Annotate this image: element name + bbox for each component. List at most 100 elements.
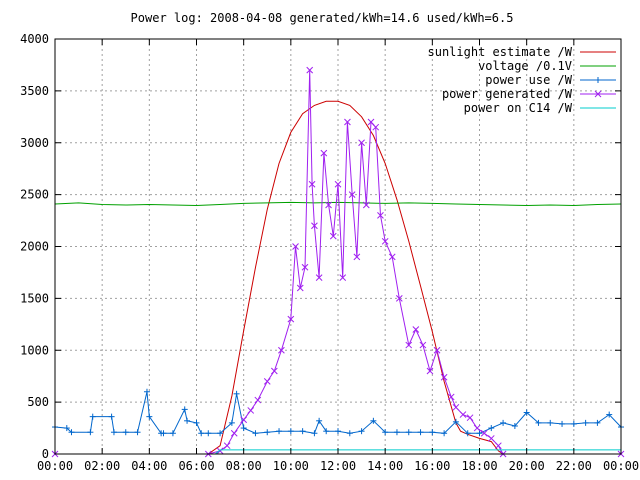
data-point-power-use-w <box>441 430 448 437</box>
data-point-power-use-w <box>511 422 518 429</box>
data-point-power-use-w <box>122 429 129 436</box>
data-point-power-generated-w <box>216 447 224 455</box>
data-point-power-generated-w <box>278 346 285 354</box>
axis-ticks: 0 500 1000 1500 2000 2500 3000 3500 4000 00:00 02:… <box>20 32 639 473</box>
x-tick-label: 00:00 <box>603 459 639 473</box>
data-point-power-use-w <box>570 420 577 427</box>
data-point-power-generated-w <box>381 237 389 245</box>
chart-title: Power log: 2008-04-08 generated/kWh=14.6… <box>131 11 514 25</box>
data-point-power-use-w <box>63 425 70 432</box>
data-point-power-generated-w <box>480 429 488 437</box>
data-point-power-use-w <box>143 388 150 395</box>
data-point-power-use-w <box>240 425 247 432</box>
data-point-power-generated-w <box>270 367 278 375</box>
data-point-power-generated-w <box>372 123 380 131</box>
data-point-power-use-w <box>233 390 240 397</box>
data-point-power-use-w <box>146 413 153 420</box>
data-point-power-use-w <box>582 419 589 426</box>
data-point-power-use-w <box>276 428 283 435</box>
legend-label: sunlight estimate /W <box>428 45 573 59</box>
data-point-power-generated-w <box>263 378 271 385</box>
data-point-power-generated-w <box>320 149 328 157</box>
series-line-power-use-w <box>54 391 622 434</box>
data-point-power-use-w <box>559 420 566 427</box>
data-point-power-use-w <box>311 430 318 437</box>
data-point-power-use-w <box>198 430 205 437</box>
data-point-power-generated-w <box>358 139 365 147</box>
series-voltage-0-1v <box>54 201 622 207</box>
data-point-power-generated-w <box>348 191 356 198</box>
data-point-power-generated-w <box>419 341 427 349</box>
data-point-power-generated-w <box>487 435 495 442</box>
data-point-power-generated-w <box>395 295 403 302</box>
x-tick-label: 06:00 <box>178 459 214 473</box>
data-point-power-generated-w <box>495 442 502 450</box>
data-point-power-generated-w <box>240 416 248 424</box>
y-tick-label: 500 <box>27 395 49 409</box>
data-point-power-generated-w <box>447 393 455 401</box>
data-point-power-use-w <box>89 413 96 420</box>
data-point-power-generated-w <box>452 403 460 411</box>
data-point-power-generated-w <box>426 367 434 375</box>
data-point-power-generated-w <box>344 118 351 126</box>
y-tick-label: 2000 <box>20 240 49 254</box>
data-point-power-use-w <box>476 430 483 437</box>
x-tick-label: 18:00 <box>461 459 497 473</box>
x-tick-label: 14:00 <box>367 459 403 473</box>
data-point-power-use-w <box>205 430 212 437</box>
data-point-power-use-w <box>108 413 115 420</box>
data-point-power-generated-w <box>315 274 323 281</box>
data-point-power-use-w <box>299 428 306 435</box>
data-point-power-use-w <box>184 417 191 424</box>
data-point-power-generated-w <box>362 201 370 209</box>
data-point-power-use-w <box>382 429 389 436</box>
data-point-power-use-w <box>160 430 167 437</box>
data-point-power-use-w <box>252 430 259 437</box>
data-point-power-use-w <box>228 419 235 426</box>
data-point-power-generated-w <box>223 442 231 450</box>
data-point-power-use-w <box>287 428 294 435</box>
data-point-power-generated-w <box>377 212 384 219</box>
x-tick-label: 22:00 <box>556 459 592 473</box>
data-point-power-generated-w <box>311 222 318 230</box>
series-line-power-generated-w <box>55 70 621 455</box>
data-point-power-use-w <box>523 409 530 416</box>
data-point-power-use-w <box>535 419 542 426</box>
x-tick-label: 12:00 <box>320 459 356 473</box>
data-point-power-generated-w <box>440 373 448 381</box>
x-tick-label: 02:00 <box>84 459 120 473</box>
data-point-power-use-w <box>594 419 601 426</box>
data-point-power-generated-w <box>308 180 316 188</box>
data-point-power-use-w <box>110 429 117 436</box>
data-point-power-generated-w <box>412 326 420 333</box>
data-point-power-use-w <box>393 429 400 436</box>
data-point-power-generated-w <box>466 414 474 422</box>
data-point-power-use-w <box>500 419 507 426</box>
data-point-power-use-w <box>429 429 436 436</box>
data-point-power-use-w <box>169 430 176 437</box>
data-point-power-generated-w <box>339 274 347 281</box>
data-point-power-use-w <box>358 428 365 435</box>
y-tick-label: 3500 <box>20 84 49 98</box>
data-point-power-use-w <box>316 417 323 424</box>
legend-label: power use /W <box>485 73 572 87</box>
data-point-power-use-w <box>134 429 141 436</box>
data-point-power-use-w <box>606 411 613 418</box>
y-tick-label: 4000 <box>20 32 49 46</box>
data-point-power-generated-w <box>325 201 332 209</box>
data-point-power-generated-w <box>473 424 481 432</box>
data-point-power-use-w <box>193 419 200 426</box>
data-point-power-use-w <box>370 417 377 424</box>
legend-label: voltage /0.1V <box>478 59 572 73</box>
data-point-power-generated-w <box>353 253 361 261</box>
x-tick-label: 16:00 <box>414 459 450 473</box>
x-tick-label: 20:00 <box>509 459 545 473</box>
data-point-power-use-w <box>217 430 224 437</box>
data-point-power-use-w <box>452 418 459 425</box>
y-tick-label: 1500 <box>20 291 49 305</box>
series-line-voltage-0-1v <box>54 201 622 207</box>
x-tick-label: 08:00 <box>226 459 262 473</box>
legend-marker <box>594 90 602 98</box>
y-tick-label: 0 <box>42 447 49 461</box>
